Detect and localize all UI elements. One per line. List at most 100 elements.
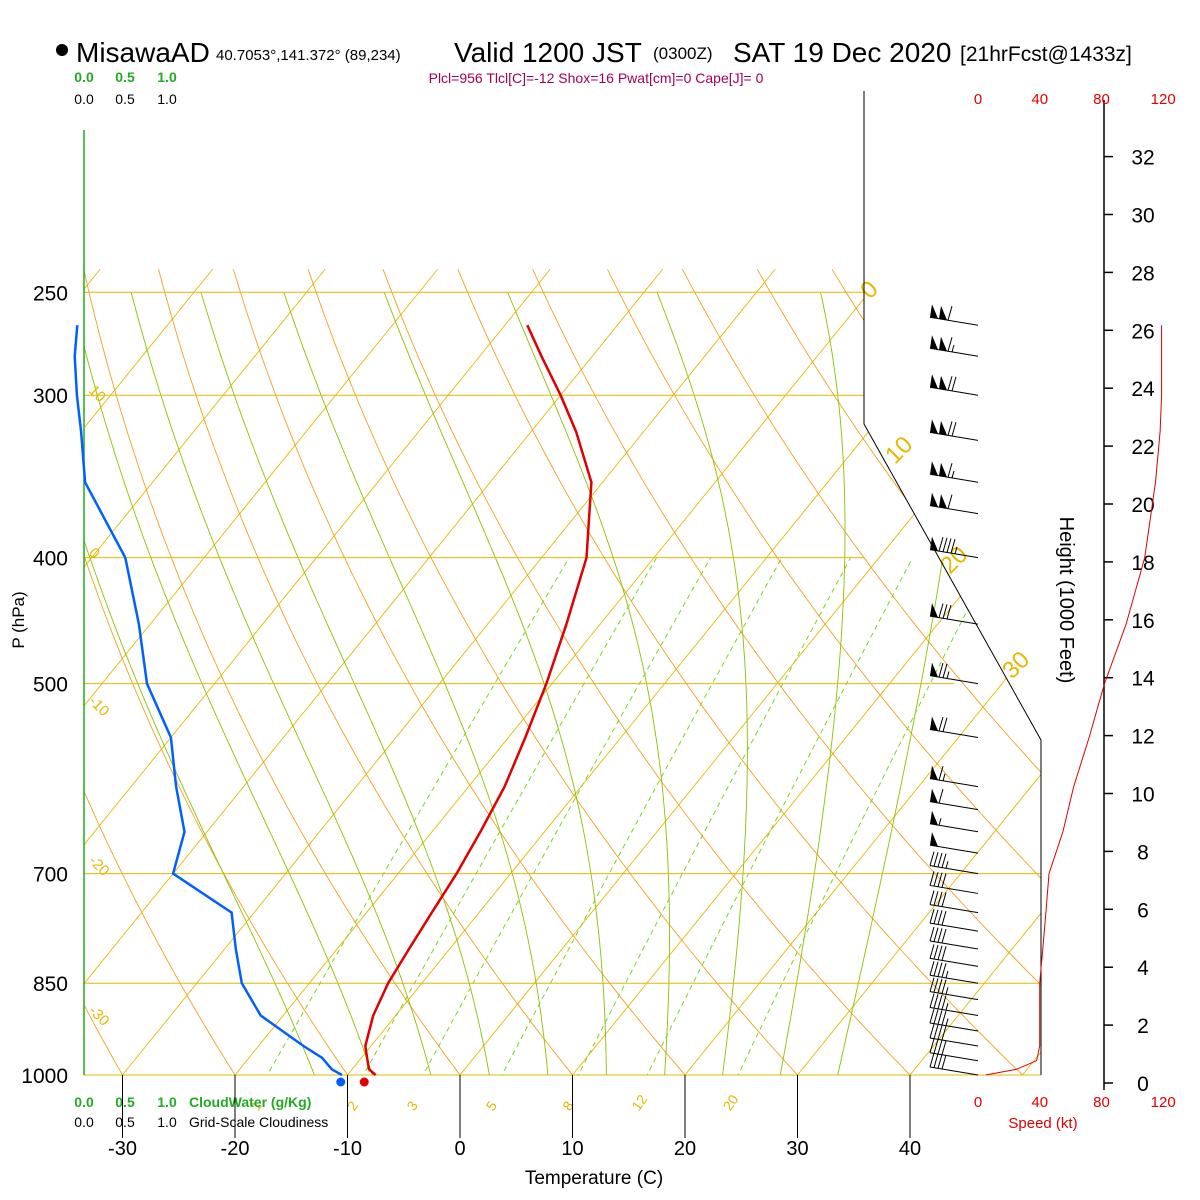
dry-adiabat-line bbox=[158, 269, 596, 1075]
dry-adiabat-line bbox=[0, 269, 25, 1102]
mixing-ratio-line bbox=[407, 557, 712, 1075]
temperature-tick-label: 10 bbox=[561, 1138, 583, 1160]
isotherm-line bbox=[324, 268, 1001, 1075]
moist-adiabat-line bbox=[656, 292, 748, 1075]
moist-adiabat-line bbox=[383, 292, 607, 1075]
temperature-tick-label: 40 bbox=[899, 1138, 921, 1160]
wind-barb bbox=[929, 944, 979, 967]
pressure-tick-label: 500 bbox=[33, 674, 68, 697]
wind-barb bbox=[929, 662, 979, 685]
pressure-tick-label: 300 bbox=[33, 385, 68, 408]
dry-adiabat-line bbox=[382, 269, 938, 1075]
cloudiness-tick-label: 0.5 bbox=[115, 1114, 135, 1130]
pressure-axis-ticks: 250 300 400 500 700 850 1000 bbox=[21, 282, 68, 1088]
isotherm-line bbox=[887, 268, 1041, 1075]
dry-adiabat-line bbox=[607, 269, 1041, 1075]
skewed-isotherm-label: 0 bbox=[855, 276, 884, 305]
wind-barb bbox=[929, 851, 979, 875]
temperature-tick-label: 0 bbox=[454, 1138, 465, 1160]
pressure-tick-label: 400 bbox=[33, 548, 68, 571]
isotherm-line bbox=[774, 268, 1041, 1075]
isotherm-line bbox=[999, 268, 1041, 1075]
wind-barb bbox=[929, 304, 979, 326]
station-coords: 40.7053°,141.372° (89,234) bbox=[216, 47, 401, 64]
wind-barb bbox=[929, 461, 979, 483]
wind-barb bbox=[929, 1023, 979, 1047]
isotherm-label: -10 bbox=[85, 693, 112, 720]
dry-adiabat-line bbox=[84, 269, 139, 1075]
cloudiness-tick-label: 0.0 bbox=[74, 91, 94, 107]
wind-barb bbox=[929, 716, 979, 738]
cloudwater-tick-label: 1.0 bbox=[157, 1094, 177, 1110]
wind-speed-tick-label: 80 bbox=[1093, 1094, 1110, 1111]
dry-adiabat-line bbox=[84, 269, 254, 1075]
wind-barb bbox=[929, 810, 979, 833]
mixing-ratio-line bbox=[347, 557, 658, 1075]
mixing-ratio-label: 5 bbox=[482, 1098, 500, 1114]
wind-barb bbox=[929, 765, 979, 788]
height-tick-label: 2 bbox=[1137, 1015, 1149, 1038]
height-tick-label: 10 bbox=[1131, 784, 1154, 807]
cloudwater-tick-label: 1.0 bbox=[157, 69, 177, 85]
height-tick-label: 32 bbox=[1131, 147, 1154, 170]
mixing-ratio-label: 2 bbox=[344, 1098, 362, 1114]
cloudiness-tick-label: 0.5 bbox=[115, 91, 135, 107]
isotherm-label: -20 bbox=[85, 852, 112, 879]
isotherm-line bbox=[437, 268, 1041, 1075]
height-tick-label: 30 bbox=[1131, 205, 1154, 228]
dry-adiabat-line bbox=[84, 269, 368, 1075]
temperature-tick-label: -20 bbox=[221, 1138, 250, 1160]
temperature-tick-label: 20 bbox=[674, 1138, 696, 1160]
moist-adiabat-line bbox=[84, 292, 382, 1075]
temperature-tick-label: 30 bbox=[786, 1138, 808, 1160]
dewpoint-profile-line bbox=[73, 325, 343, 1077]
wind-barbs bbox=[929, 304, 979, 1076]
wind-barb bbox=[929, 890, 979, 914]
cloudiness-tick-label: 1.0 bbox=[157, 1114, 177, 1130]
wind-barb bbox=[929, 961, 979, 984]
isotherm-lines bbox=[84, 268, 1200, 1102]
mixing-ratio-line bbox=[486, 557, 783, 1075]
dry-adiabat-line bbox=[1057, 269, 1200, 1102]
cloudiness-tick-label: 0.0 bbox=[74, 1114, 94, 1130]
moist-adiabat-line bbox=[774, 292, 846, 1075]
isotherm-line bbox=[99, 268, 776, 1075]
height-tick-label: 24 bbox=[1131, 378, 1155, 401]
cloudiness-tick-label: 1.0 bbox=[157, 91, 177, 107]
isobar-lines bbox=[84, 291, 1041, 1076]
isotherm-line bbox=[84, 268, 214, 1075]
cloudwater-tick-label: 0.5 bbox=[115, 69, 135, 85]
cloudwater-tick-label: 0.5 bbox=[115, 1094, 135, 1110]
wind-barb bbox=[929, 926, 979, 950]
cloudiness-axis-label: Grid-Scale Cloudiness bbox=[189, 1114, 328, 1130]
cloudwater-tick-label: 0.0 bbox=[74, 1094, 94, 1110]
isotherm-line bbox=[84, 268, 439, 1075]
moist-adiabat-line bbox=[507, 292, 670, 1075]
isotherm-line bbox=[549, 268, 1041, 1075]
isotherm-line bbox=[662, 268, 1041, 1075]
pressure-tick-label: 700 bbox=[33, 864, 68, 887]
wind-speed-tick-label: 0 bbox=[974, 1094, 982, 1111]
wind-barb bbox=[929, 335, 979, 357]
height-tick-label: 8 bbox=[1137, 841, 1149, 864]
mixing-ratio-label: 12 bbox=[628, 1091, 650, 1113]
dry-adiabat-lines bbox=[0, 269, 1200, 1102]
plot-frame bbox=[863, 91, 1042, 1075]
isotherm-line bbox=[84, 268, 326, 1075]
pressure-tick-label: 1000 bbox=[21, 1065, 68, 1088]
cloudwater-axis-label: CloudWater (g/Kg) bbox=[189, 1094, 311, 1110]
wind-barb bbox=[929, 993, 979, 1017]
height-tick-label: 28 bbox=[1131, 262, 1154, 285]
dry-adiabat-line bbox=[906, 269, 1041, 1075]
wind-barb bbox=[929, 536, 979, 559]
isotherm-line bbox=[1113, 269, 1200, 1102]
station-name: MisawaAD bbox=[76, 37, 210, 68]
height-tick-label: 6 bbox=[1137, 899, 1149, 922]
wind-speed-tick-label: 120 bbox=[1151, 91, 1176, 108]
wind-barb bbox=[929, 1008, 979, 1032]
stability-indices: Plcl=956 Tlcl[C]=-12 Shox=16 Pwat[cm]=0 … bbox=[429, 70, 764, 86]
height-axis-label: Height (1000 Feet) bbox=[1055, 517, 1077, 684]
